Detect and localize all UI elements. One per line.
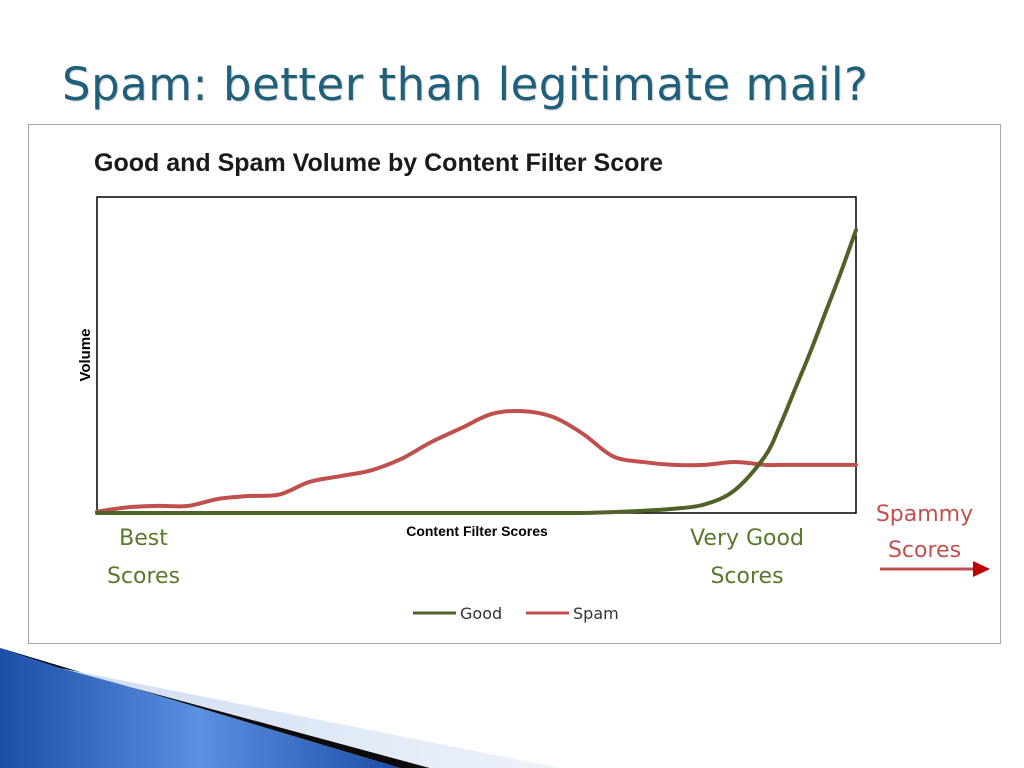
plot-area — [96, 196, 857, 514]
legend-spam-label: Spam — [573, 604, 619, 623]
chart-title: Good and Spam Volume by Content Filter S… — [94, 149, 664, 177]
slide-title: Spam: better than legitimate mail? — [62, 58, 869, 111]
spammy-arrow — [880, 561, 990, 577]
y-axis-label: Volume — [77, 328, 94, 381]
spammy-scores-annotation: Spammy Scores — [875, 502, 974, 563]
series-line-spam — [95, 408, 858, 514]
series-line-good — [95, 228, 858, 516]
decorative-swoosh — [0, 648, 560, 768]
legend-good-label: Good — [460, 604, 502, 623]
best-scores-annotation: Best Scores — [106, 526, 181, 589]
x-axis-label: Content Filter Scores — [406, 523, 548, 539]
legend: Good Spam — [413, 604, 619, 623]
very-good-scores-annotation: Very Good Scores — [690, 526, 804, 589]
series-layer — [95, 228, 858, 516]
